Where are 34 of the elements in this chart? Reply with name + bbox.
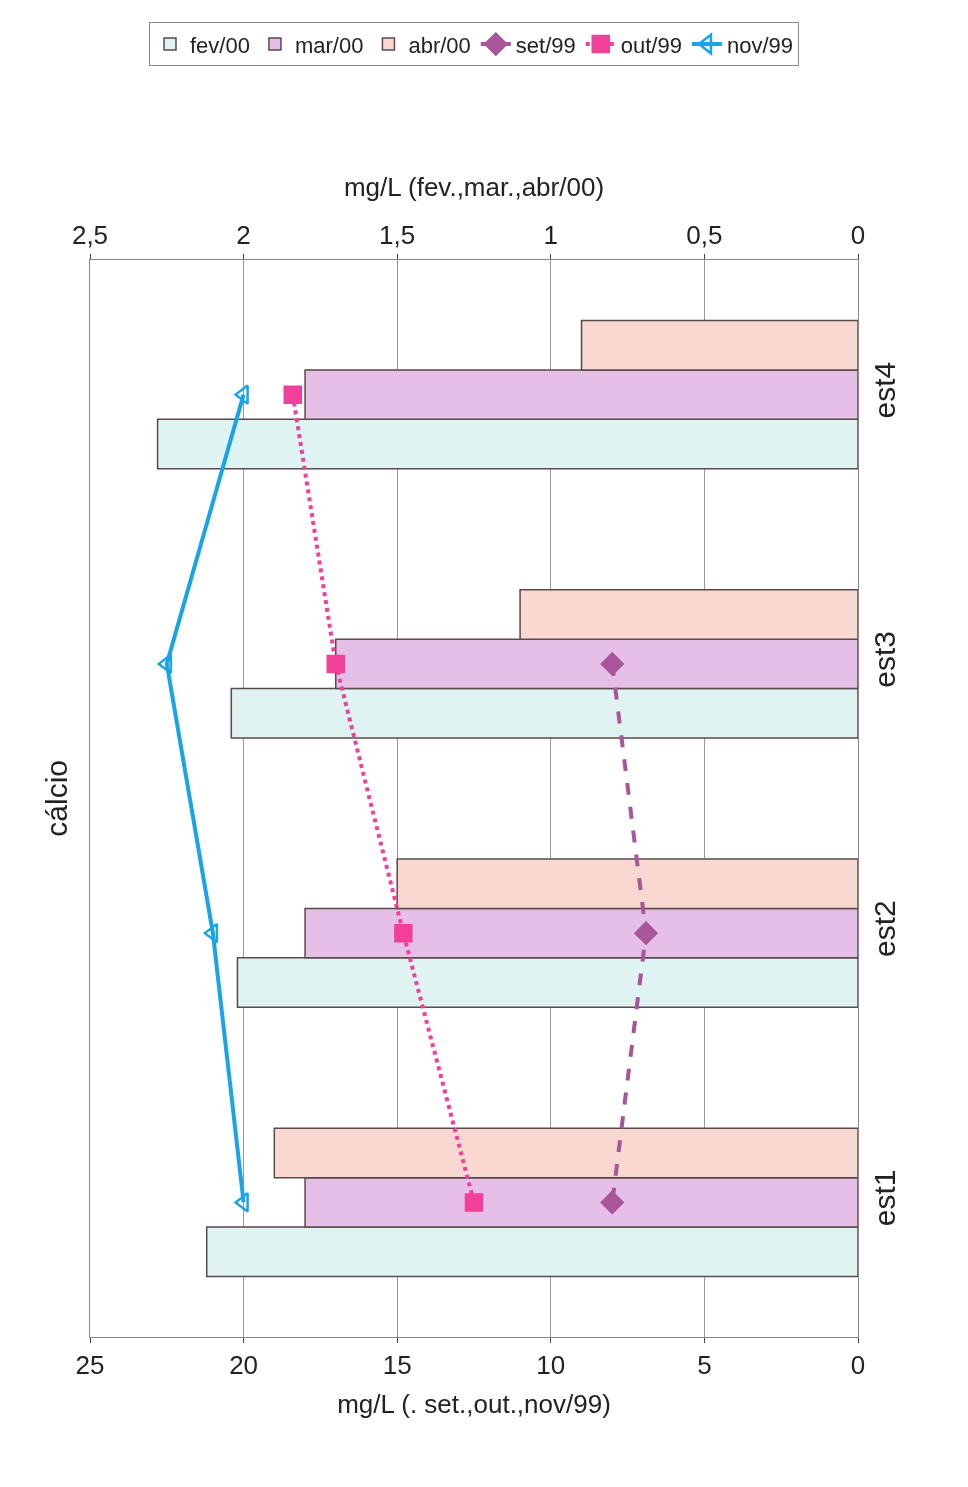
legend-label: nov/99 <box>726 32 793 58</box>
x-tick-label: 0 <box>850 1350 866 1381</box>
point <box>634 921 658 945</box>
legend-label: set/99 <box>515 32 576 58</box>
x2-tick-label: 2 <box>236 219 251 250</box>
point <box>203 922 219 944</box>
y-tick-label: est2 <box>868 900 901 957</box>
y-tick-label: est3 <box>868 631 901 688</box>
x2-tick-label: 2,5 <box>71 219 109 250</box>
x2-axis-title: mg/L (fev.,mar.,abr/00) <box>343 172 605 202</box>
legend-label: out/99 <box>620 32 682 58</box>
x-tick-label: 5 <box>697 1350 712 1381</box>
x2-tick-label: 1 <box>543 219 559 250</box>
x2-tick-label: 1,5 <box>379 219 416 250</box>
point <box>283 385 302 404</box>
point <box>157 653 173 675</box>
point <box>394 923 413 943</box>
x-tick-label: 10 <box>536 1350 566 1381</box>
legend-label: mar/00 <box>294 32 364 58</box>
point <box>326 654 346 674</box>
legend-label: abr/00 <box>408 32 471 58</box>
x-tick-label: 15 <box>382 1350 412 1381</box>
point <box>600 652 624 676</box>
x-tick-label: 25 <box>75 1350 105 1381</box>
x2-tick-label: 0 <box>850 219 866 250</box>
x-tick-label: 20 <box>229 1350 259 1381</box>
x2-tick-label: 0,5 <box>686 219 723 250</box>
y-tick-label: est4 <box>868 361 901 419</box>
point <box>464 1193 484 1212</box>
x-axis-title: mg/L (. set.,out.,nov/99) <box>337 1388 611 1419</box>
text: cálcio <box>39 759 73 837</box>
y-tick-label: est1 <box>868 1169 901 1227</box>
legend-label: fev/00 <box>190 32 250 58</box>
point <box>600 1190 624 1215</box>
